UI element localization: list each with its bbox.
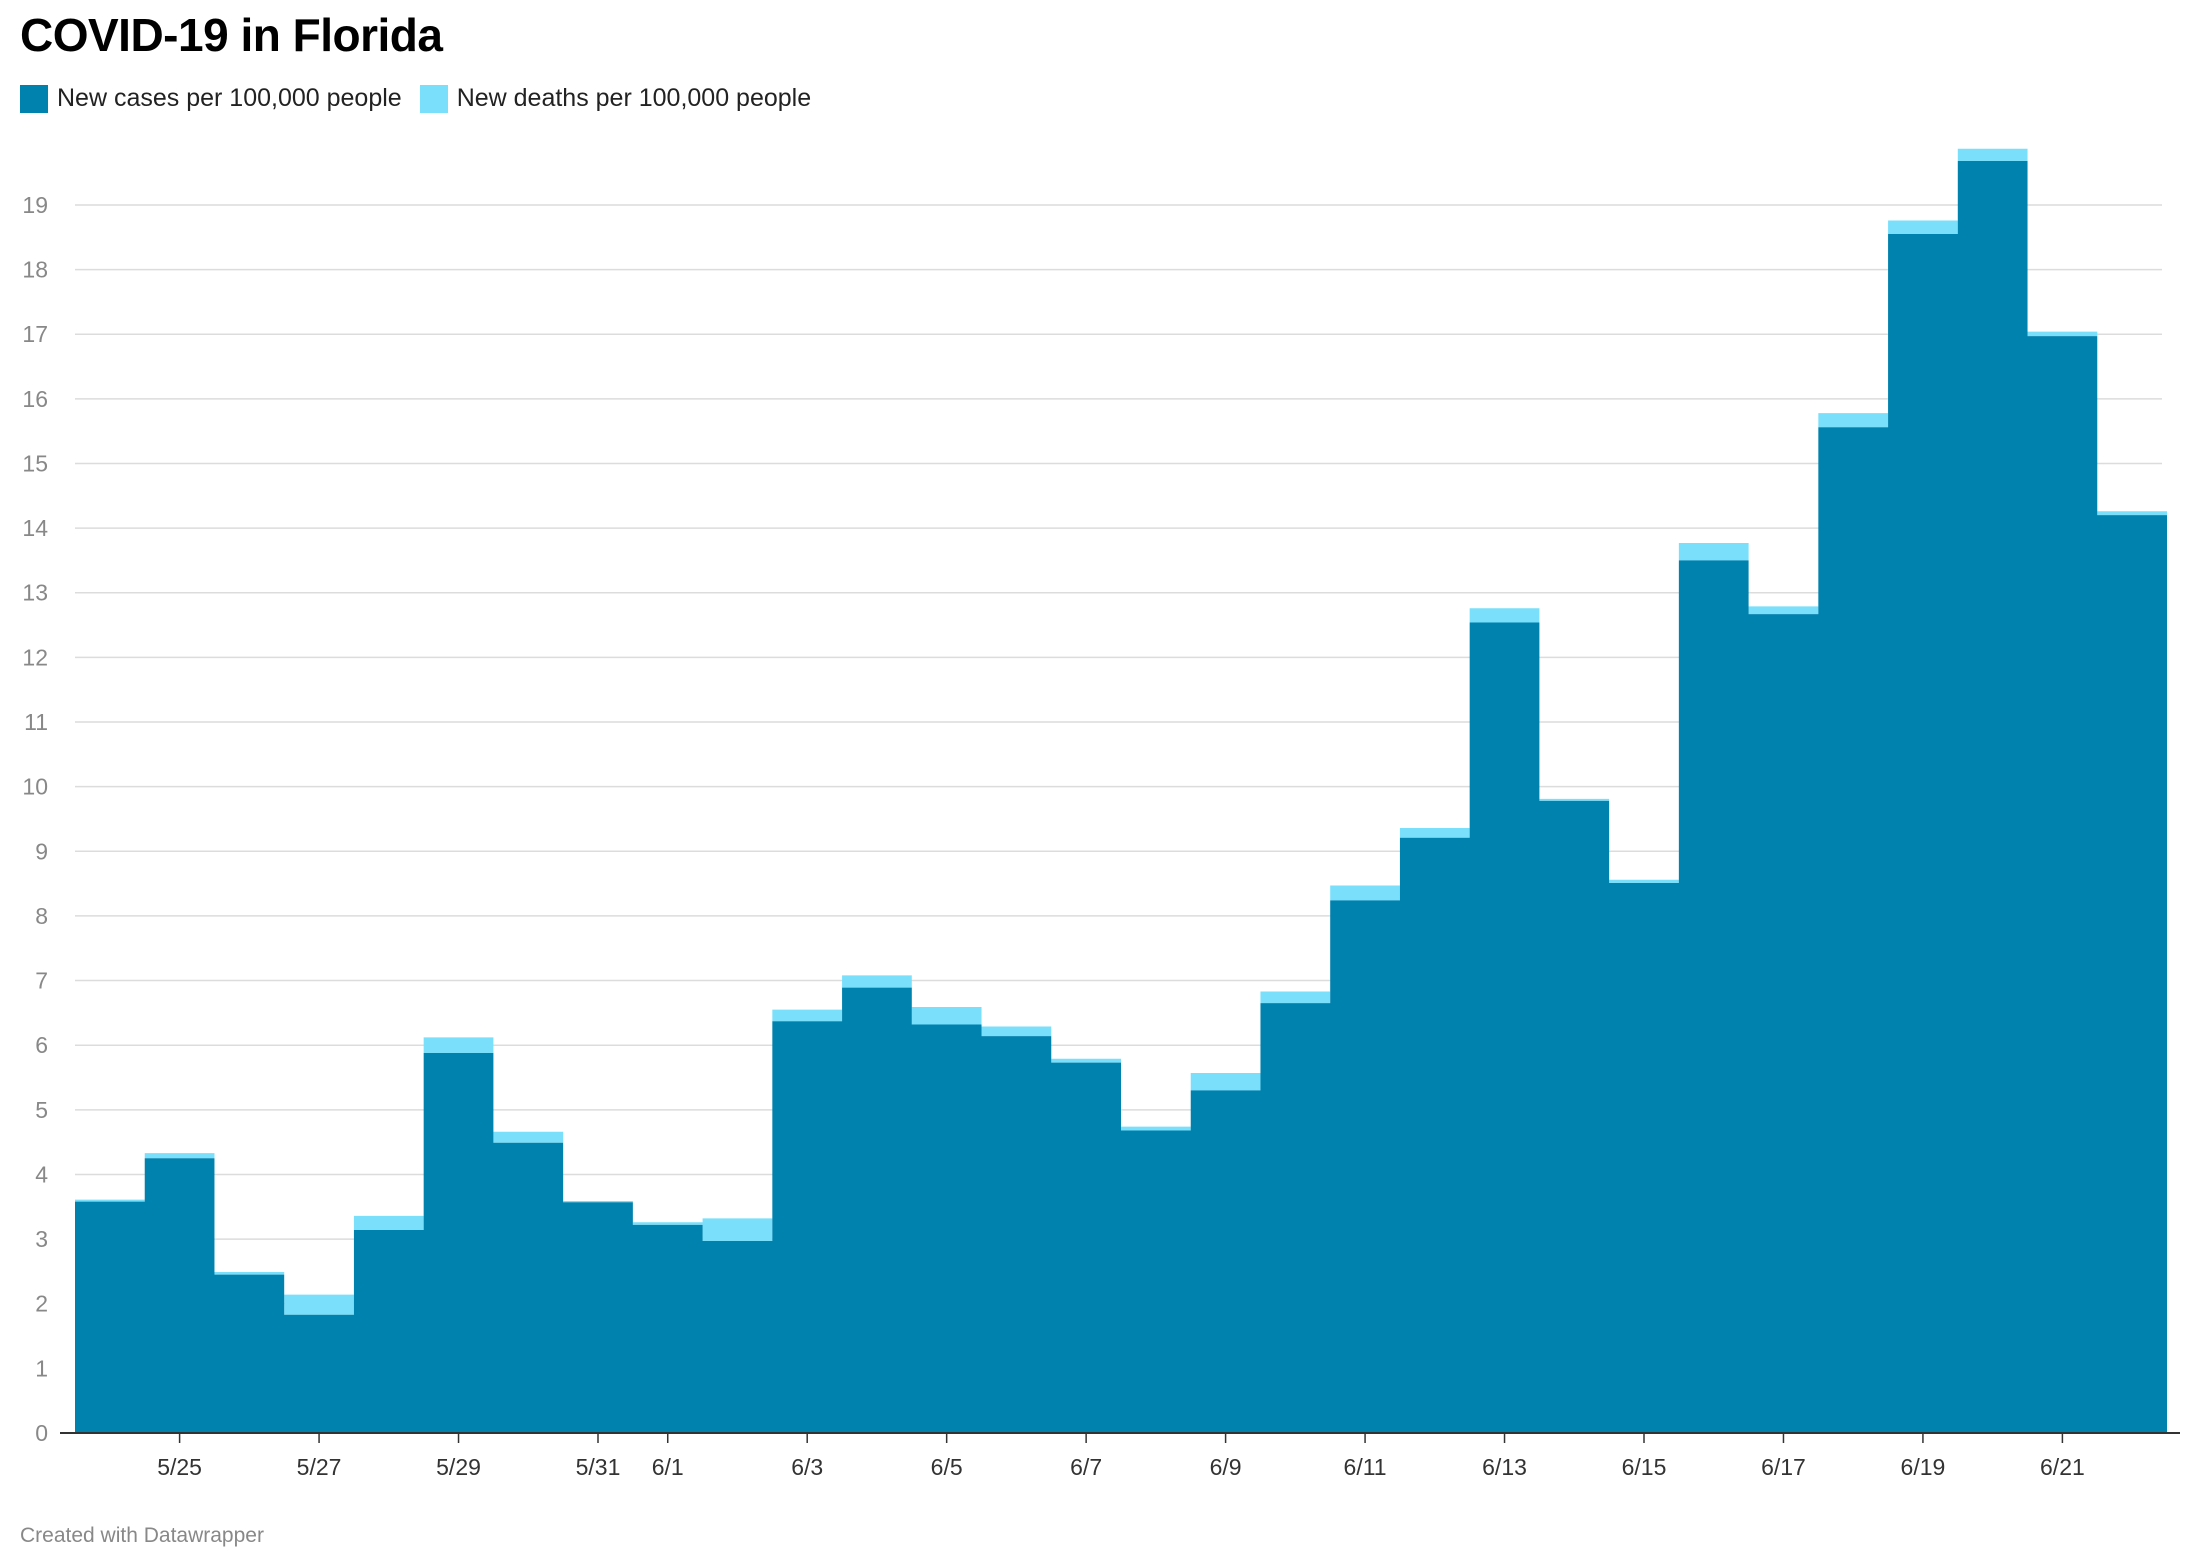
legend-label-deaths: New deaths per 100,000 people: [456, 84, 812, 112]
x-tick-label: 5/31: [576, 1454, 621, 1480]
x-tick-label: 5/25: [157, 1454, 202, 1480]
x-tick-label: 6/5: [931, 1454, 963, 1480]
y-tick-label: 5: [35, 1097, 48, 1123]
y-tick-label: 18: [22, 257, 48, 283]
y-tick-label: 10: [22, 774, 48, 800]
y-tick-label: 14: [22, 515, 48, 541]
x-tick-label: 6/21: [2040, 1454, 2085, 1480]
y-tick-label: 16: [22, 386, 48, 412]
x-tick-label: 6/15: [1622, 1454, 1667, 1480]
x-tick-label: 5/29: [436, 1454, 481, 1480]
legend-swatch-cases: [20, 84, 48, 113]
x-tick-label: 6/11: [1344, 1454, 1387, 1480]
area-series: [75, 148, 2167, 1433]
chart-title: COVID-19 in Florida: [20, 9, 443, 61]
x-axis-ticks: 5/25 5/27 5/29 5/31 6/1 6/3 6/5 6/7 6/9 6/11 6/13 6…: [157, 1433, 2085, 1480]
y-tick-label: 4: [35, 1161, 48, 1187]
legend-item-deaths: New deaths per 100,000 people: [419, 84, 812, 113]
x-tick-label: 6/9: [1210, 1454, 1242, 1480]
legend: New cases per 100,000 people New deaths …: [20, 84, 829, 113]
x-tick-label: 5/27: [297, 1454, 342, 1480]
y-tick-label: 0: [35, 1420, 48, 1446]
area-cases: [75, 160, 2167, 1433]
y-tick-label: 6: [35, 1032, 48, 1058]
y-tick-label: 12: [22, 644, 48, 670]
y-tick-label: 1: [35, 1355, 48, 1381]
y-tick-label: 17: [22, 321, 48, 347]
x-tick-label: 6/7: [1070, 1454, 1102, 1480]
y-tick-label: 2: [35, 1291, 48, 1317]
y-tick-label: 8: [35, 903, 48, 929]
x-tick-label: 6/3: [791, 1454, 823, 1480]
footer-credit: Created with Datawrapper: [20, 1524, 264, 1547]
y-tick-label: 15: [22, 450, 48, 476]
legend-item-cases: New cases per 100,000 people: [20, 84, 402, 113]
y-tick-label: 19: [22, 192, 48, 218]
y-tick-label: 11: [24, 709, 48, 735]
x-tick-label: 6/1: [652, 1454, 684, 1480]
y-tick-label: 3: [35, 1226, 48, 1252]
x-tick-label: 6/17: [1761, 1454, 1806, 1480]
x-tick-label: 6/19: [1901, 1454, 1946, 1480]
y-tick-label: 13: [22, 580, 48, 606]
y-tick-label: 7: [35, 968, 48, 994]
legend-label-cases: New cases per 100,000 people: [57, 84, 402, 112]
x-tick-label: 6/13: [1482, 1454, 1527, 1480]
legend-swatch-deaths: [419, 84, 448, 113]
y-tick-label: 9: [35, 838, 48, 864]
